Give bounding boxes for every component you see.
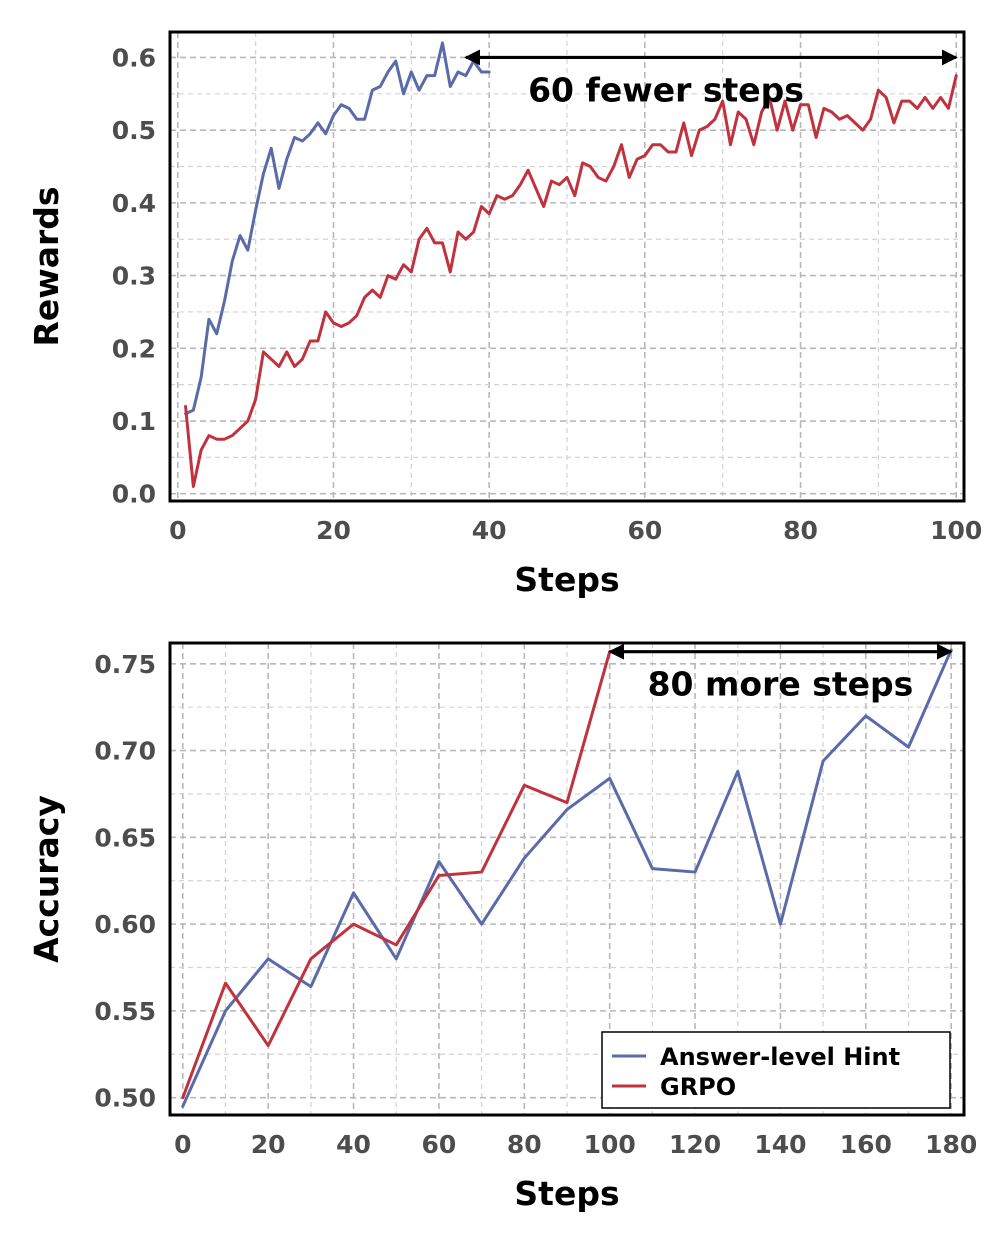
y-tick-label: 0.2 [112, 334, 156, 363]
x-tick-label: 60 [422, 1130, 457, 1159]
annotation-text: 60 fewer steps [528, 70, 804, 109]
x-tick-label: 0 [169, 516, 186, 545]
y-tick-label: 0.0 [112, 480, 156, 509]
y-tick-label: 0.50 [94, 1084, 156, 1113]
legend-label-hint: Answer-level Hint [660, 1043, 900, 1071]
y-tick-label: 0.5 [112, 116, 156, 145]
y-axis-label: Rewards [27, 186, 66, 346]
series-line-hint [184, 41, 491, 416]
x-tick-label: 20 [316, 516, 351, 545]
x-tick-label: 40 [472, 516, 507, 545]
x-tick-label: 100 [584, 1130, 636, 1159]
series-line-hint [181, 648, 953, 1108]
x-axis-label: Steps [514, 1174, 619, 1213]
series-line-grpo [181, 650, 612, 1100]
x-axis-label: Steps [514, 560, 619, 599]
y-tick-label: 0.3 [112, 262, 156, 291]
y-tick-label: 0.1 [112, 407, 156, 436]
x-tick-label: 20 [251, 1130, 286, 1159]
y-tick-label: 0.65 [94, 823, 156, 852]
x-tick-label: 160 [840, 1130, 892, 1159]
series-line-grpo [184, 74, 958, 488]
y-axis-label: Accuracy [27, 795, 66, 963]
x-tick-label: 100 [930, 516, 982, 545]
y-tick-label: 0.70 [94, 737, 156, 766]
y-tick-label: 0.6 [112, 43, 156, 72]
legend-box [601, 1031, 951, 1109]
x-tick-label: 180 [925, 1130, 977, 1159]
y-tick-label: 0.60 [94, 910, 156, 939]
y-tick-label: 0.4 [112, 189, 156, 218]
x-tick-label: 80 [507, 1130, 542, 1159]
x-tick-label: 0 [174, 1130, 191, 1159]
x-tick-label: 140 [754, 1130, 806, 1159]
grid [170, 32, 964, 501]
x-tick-label: 80 [783, 516, 818, 545]
x-tick-label: 120 [669, 1130, 721, 1159]
y-tick-label: 0.55 [94, 997, 156, 1026]
annotation-text: 80 more steps [648, 665, 914, 704]
plot-frame [168, 30, 966, 503]
chart-panel-2: 0 20 40 60 80 100 120 140 160 180 0.50 0.55 0.60 0.65… [27, 641, 977, 1213]
y-tick-label: 0.75 [94, 650, 156, 679]
x-tick-label: 40 [336, 1130, 371, 1159]
legend-label-grpo: GRPO [660, 1073, 736, 1101]
plot-frame [168, 641, 966, 1117]
chart-panel-1: 0 20 40 60 80 100 0.0 0.1 0.2 0.3 0.4 0.5 0.6 Steps Re… [27, 30, 982, 599]
x-tick-label: 60 [627, 516, 662, 545]
